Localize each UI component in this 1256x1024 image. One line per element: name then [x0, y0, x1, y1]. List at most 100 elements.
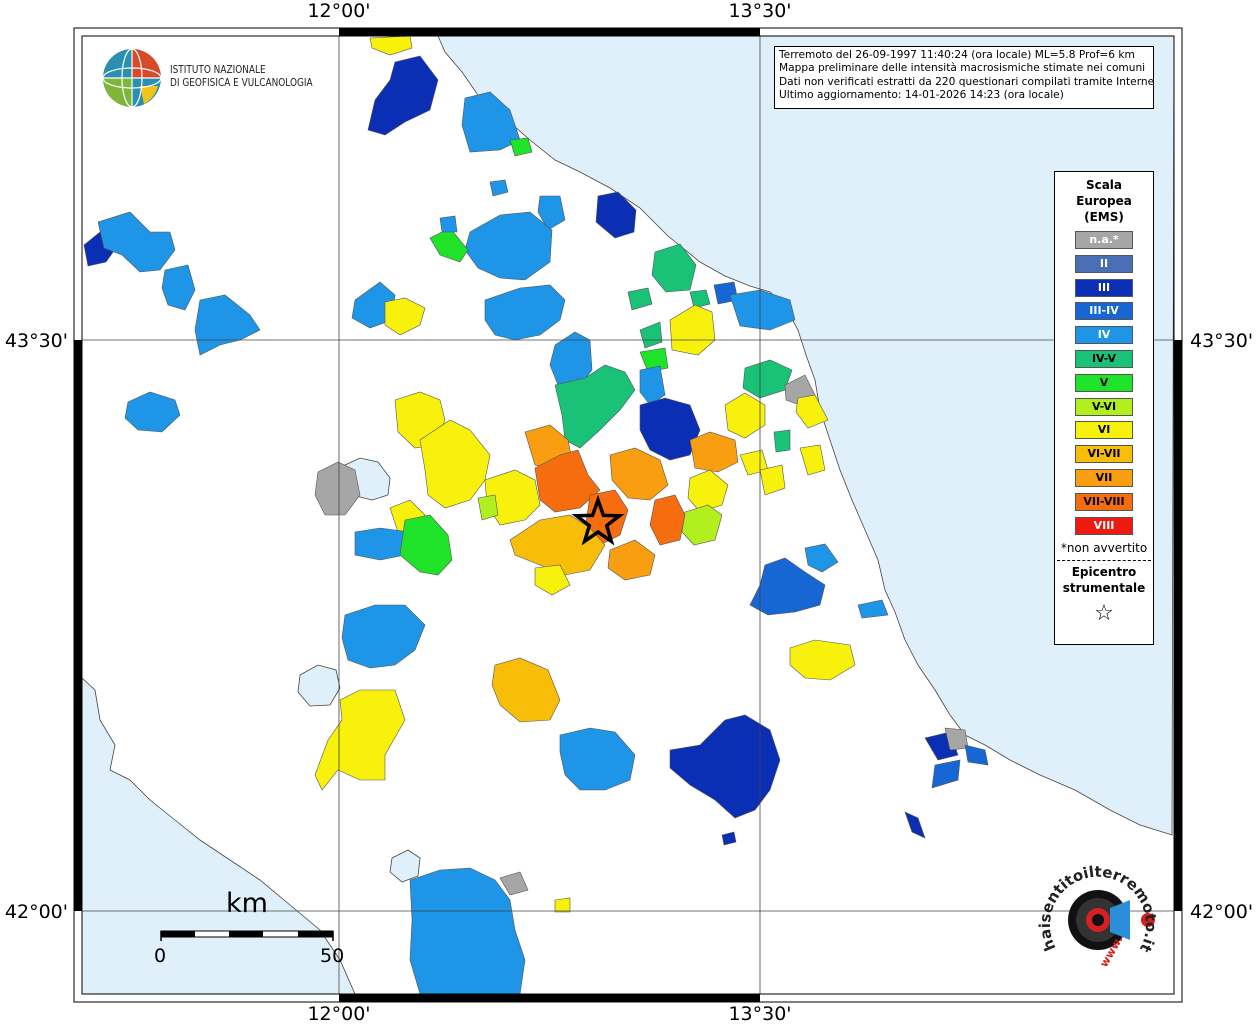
- municipality-area: [384, 297, 426, 336]
- municipality-area: [489, 179, 509, 197]
- lon-label-top-right: 13°30': [728, 0, 791, 22]
- municipality-area: [499, 871, 529, 896]
- ems-legend: Scala Europea (EMS) n.a.* II III III-IV IV IV…: [1054, 171, 1154, 645]
- municipality-area: [124, 391, 181, 433]
- legend-star-icon: ☆: [1094, 600, 1114, 626]
- municipality-area: [399, 514, 453, 576]
- municipality-area: [161, 264, 196, 311]
- scale-min-label: 0: [154, 945, 167, 967]
- municipalities: [83, 35, 989, 995]
- legend-title: Scala Europea (EMS): [1055, 177, 1153, 225]
- adriatic-sea: [437, 35, 1175, 836]
- lake-bolsena: [297, 664, 341, 707]
- municipality-area: [509, 137, 533, 157]
- municipality-area: [857, 599, 889, 619]
- municipality-area: [461, 91, 521, 153]
- lat-label-right-bottom: 42°00': [1190, 901, 1253, 923]
- info-line-4: Ultimo aggiornamento: 14-01-2026 14:23 (…: [779, 89, 1064, 102]
- municipality-area: [689, 431, 739, 473]
- legend-item-vi-vii: VI-VII: [1075, 445, 1133, 464]
- municipality-area: [534, 564, 571, 596]
- municipality-area: [651, 243, 697, 293]
- municipality-area: [609, 447, 669, 501]
- municipality-area: [509, 514, 606, 576]
- legend-epicenter-line-2: strumentale: [1062, 580, 1146, 595]
- legend-item-iii-iv: III-IV: [1075, 302, 1133, 321]
- legend-item-viii: VIII: [1075, 516, 1133, 535]
- tyrrhenian-sea: [81, 677, 356, 995]
- legend-item-iv: IV: [1075, 326, 1133, 345]
- municipality-area: [595, 191, 637, 239]
- municipality-area: [721, 831, 737, 846]
- municipality-area: [904, 811, 926, 839]
- legend-item-iv-v: IV-V: [1075, 349, 1133, 368]
- municipality-area: [804, 543, 839, 573]
- municipality-area: [409, 867, 526, 995]
- lat-label-right-top: 43°30': [1190, 330, 1253, 352]
- municipality-area: [484, 284, 566, 341]
- lon-label-top-left: 12°00': [307, 0, 370, 22]
- scale-max-label: 50: [320, 945, 345, 967]
- epicenter-star-icon: [571, 494, 625, 546]
- info-line-3: Dati non verificati estratti da 220 ques…: [779, 75, 1154, 88]
- legend-item-v-vi: V-VI: [1075, 397, 1133, 416]
- legend-title-line-2: Europea: [1076, 194, 1132, 208]
- legend-separator: [1057, 559, 1151, 561]
- municipality-area: [491, 657, 561, 723]
- ingv-globe-icon: [102, 48, 162, 108]
- municipality-area: [439, 215, 458, 233]
- municipality-area: [742, 359, 793, 399]
- municipality-area: [639, 397, 701, 461]
- legend-note: *non avvertito: [1060, 540, 1148, 555]
- legend-title-line-3: (EMS): [1084, 210, 1124, 224]
- legend-epicenter-line-1: Epicentro: [1071, 564, 1137, 579]
- legend-item-vi: VI: [1075, 421, 1133, 440]
- event-info-box: Terremoto del 26-09-1997 11:40:24 (ora l…: [774, 46, 1154, 109]
- municipality-area: [759, 464, 786, 496]
- municipality-area: [669, 714, 781, 819]
- municipality-area: [314, 689, 406, 791]
- municipality-area: [314, 461, 361, 516]
- municipality-area: [554, 897, 571, 913]
- municipality-area: [537, 195, 566, 231]
- municipality-area: [607, 539, 656, 581]
- municipality-area: [795, 394, 829, 429]
- lat-label-left-bottom: 42°00': [5, 901, 68, 923]
- haisentito-target-icon: haisentitoilterremoto.it www.: [1036, 863, 1160, 970]
- legend-item-v: V: [1075, 373, 1133, 392]
- legend-items: n.a.* II III III-IV IV IV-V V V-VI VI VI-VII VII VI…: [1055, 231, 1153, 535]
- municipality-area: [687, 469, 729, 513]
- municipality-area: [789, 639, 856, 681]
- municipality-area: [681, 504, 723, 546]
- municipality-area: [419, 419, 491, 509]
- legend-item-vii-viii: VII-VIII: [1075, 492, 1133, 511]
- lat-label-left-top: 43°30': [5, 330, 68, 352]
- municipality-area: [931, 759, 961, 789]
- municipality-area: [639, 321, 663, 349]
- municipality-area: [799, 444, 826, 476]
- info-line-2: Mappa preliminare delle intensità macros…: [779, 62, 1146, 75]
- logo-line-1: ISTITUTO NAZIONALE: [170, 64, 266, 76]
- logo-line-2: DI GEOFISICA E VULCANOLOGIA: [170, 77, 313, 89]
- graticule: [82, 36, 1174, 994]
- municipality-area: [341, 604, 426, 669]
- lon-label-bottom-right: 13°30': [728, 1003, 791, 1024]
- lake-bracciano: [389, 849, 421, 883]
- legend-title-line-1: Scala: [1085, 178, 1123, 192]
- municipality-area: [689, 289, 711, 309]
- municipality-area: [97, 211, 176, 273]
- scale-bar: [160, 930, 334, 941]
- municipality-area: [749, 557, 826, 616]
- info-line-1: Terremoto del 26-09-1997 11:40:24 (ora l…: [779, 49, 1135, 61]
- municipality-area: [724, 392, 766, 439]
- municipality-area: [367, 55, 439, 136]
- legend-item-iii: III: [1075, 278, 1133, 297]
- lon-label-bottom-left: 12°00': [307, 1003, 370, 1024]
- legend-item-ii: II: [1075, 254, 1133, 273]
- legend-item-n-a: n.a.*: [1075, 231, 1133, 249]
- map-frame: [73, 27, 1183, 1003]
- legend-epicenter-label: Epicentro strumentale: [1055, 564, 1153, 596]
- ingv-logo: ISTITUTO NAZIONALE DI GEOFISICA E VULCAN…: [100, 46, 330, 110]
- legend-item-vii: VII: [1075, 468, 1133, 487]
- haisentito-logo: haisentitoilterremoto.it www.: [1036, 858, 1160, 982]
